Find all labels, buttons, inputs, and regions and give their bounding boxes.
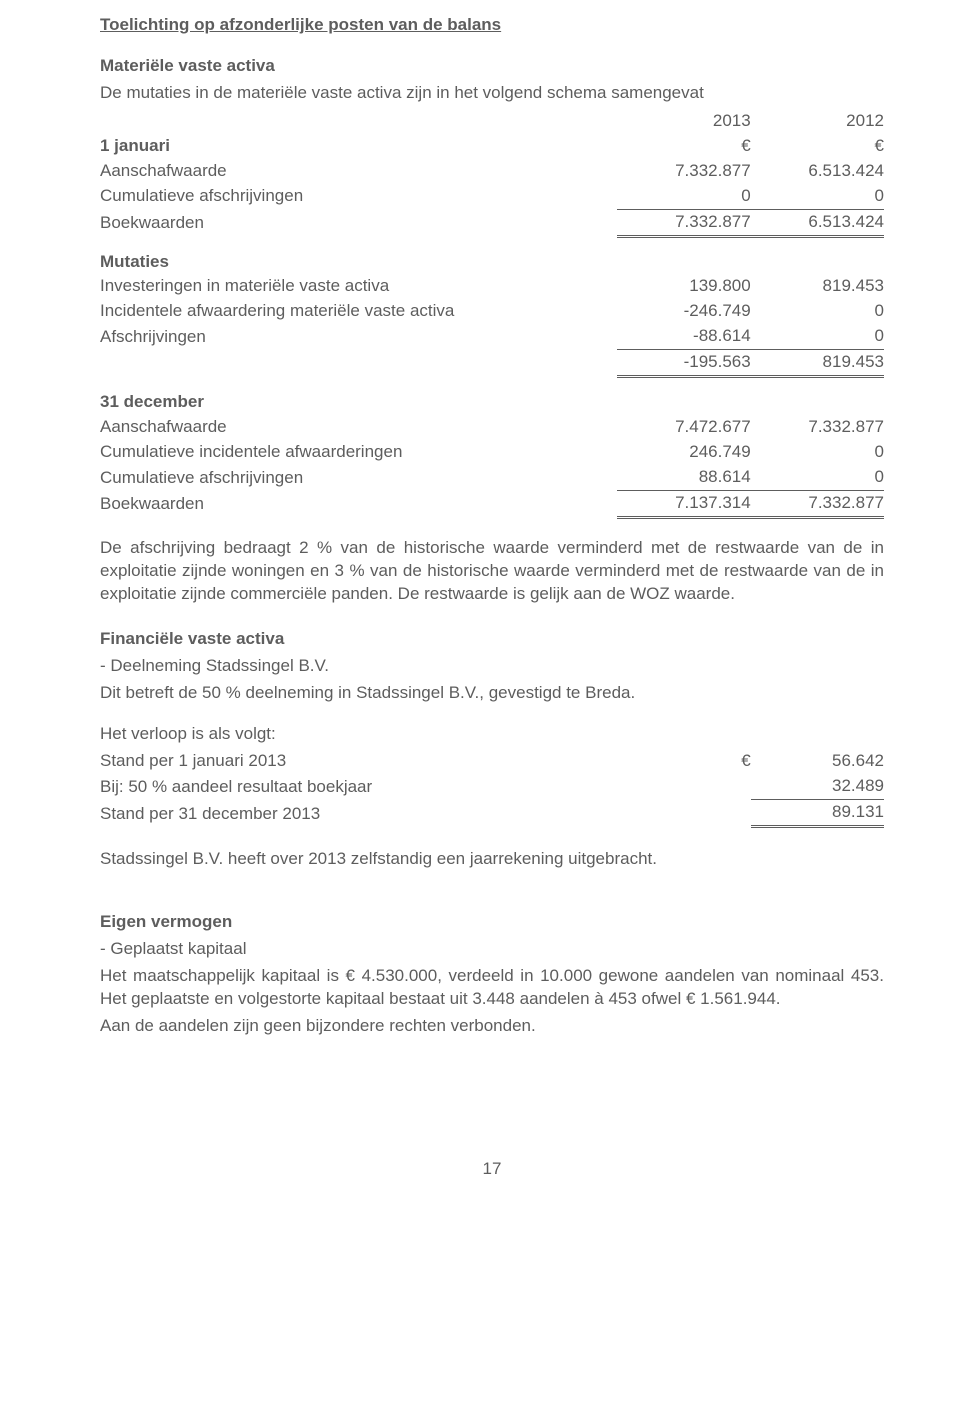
cell-value: 7.332.877 <box>617 159 750 184</box>
cell-value: 0 <box>751 324 884 349</box>
cell-value: -246.749 <box>617 299 750 324</box>
cell-label: Boekwaarden <box>100 490 617 517</box>
cell-value: 56.642 <box>751 749 884 774</box>
table-row: Cumulatieve afschrijvingen 0 0 <box>100 184 884 209</box>
currency-symbol: € <box>617 134 750 159</box>
mutaties-heading: Mutaties <box>100 250 617 275</box>
fva-line2: Dit betreft de 50 % deelneming in Stadss… <box>100 682 884 705</box>
cell-value: 0 <box>751 465 884 490</box>
dec31-heading: 31 december <box>100 390 617 415</box>
cell-value: 0 <box>751 440 884 465</box>
table-row: Aanschafwaarde 7.332.877 6.513.424 <box>100 159 884 184</box>
year-2: 2012 <box>751 109 884 134</box>
cell-label: Boekwaarden <box>100 209 617 236</box>
cell-value: 88.614 <box>617 465 750 490</box>
mva-table: 2013 2012 1 januari € € Aanschafwaarde 7… <box>100 109 884 519</box>
table-row: 31 december <box>100 390 884 415</box>
ev-p1: Het maatschappelijk kapitaal is € 4.530.… <box>100 965 884 1011</box>
cell-label: Aanschafwaarde <box>100 159 617 184</box>
year-1: 2013 <box>617 109 750 134</box>
cell-value: 819.453 <box>751 274 884 299</box>
ev-p2: Aan de aandelen zijn geen bijzondere rec… <box>100 1015 884 1038</box>
ev-heading: Eigen vermogen <box>100 911 884 934</box>
section-fva: Financiële vaste activa - Deelneming Sta… <box>100 628 884 872</box>
section-ev: Eigen vermogen - Geplaatst kapitaal Het … <box>100 911 884 1038</box>
afschrijving-paragraph: De afschrijving bedraagt 2 % van de hist… <box>100 537 884 606</box>
table-row: -195.563 819.453 <box>100 350 884 377</box>
cell-value: 139.800 <box>617 274 750 299</box>
table-row: Stand per 1 januari 2013 € 56.642 <box>100 749 884 774</box>
jan1-heading: 1 januari <box>100 134 617 159</box>
table-row: Boekwaarden 7.137.314 7.332.877 <box>100 490 884 517</box>
cell-value: 7.332.877 <box>617 209 750 236</box>
cell-value: 0 <box>751 299 884 324</box>
cell-value: 6.513.424 <box>751 209 884 236</box>
fva-line1: - Deelneming Stadssingel B.V. <box>100 655 884 678</box>
fva-note: Stadssingel B.V. heeft over 2013 zelfsta… <box>100 848 884 871</box>
cell-label: Bij: 50 % aandeel resultaat boekjaar <box>100 774 712 799</box>
ev-sub: - Geplaatst kapitaal <box>100 938 884 961</box>
cell-value: 0 <box>617 184 750 209</box>
table-row: Boekwaarden 7.332.877 6.513.424 <box>100 209 884 236</box>
verloop-heading: Het verloop is als volgt: <box>100 723 884 746</box>
cell-value: -88.614 <box>617 324 750 349</box>
table-row: Stand per 31 december 2013 89.131 <box>100 800 884 827</box>
cell-label: Cumulatieve afschrijvingen <box>100 184 617 209</box>
cell-value: 7.472.677 <box>617 415 750 440</box>
currency-symbol: € <box>751 134 884 159</box>
table-row: Afschrijvingen -88.614 0 <box>100 324 884 349</box>
fva-heading: Financiële vaste activa <box>100 628 884 651</box>
cell-label: Cumulatieve afschrijvingen <box>100 465 617 490</box>
cell-value: 7.137.314 <box>617 490 750 517</box>
table-row: 2013 2012 <box>100 109 884 134</box>
fva-table: Stand per 1 januari 2013 € 56.642 Bij: 5… <box>100 749 884 828</box>
cell-value: 89.131 <box>751 800 884 827</box>
cell-label: Investeringen in materiële vaste activa <box>100 274 617 299</box>
cell-label: Cumulatieve incidentele afwaarderingen <box>100 440 617 465</box>
cell-label: Stand per 1 januari 2013 <box>100 749 712 774</box>
mva-heading: Materiële vaste activa <box>100 55 884 78</box>
table-row: Aanschafwaarde 7.472.677 7.332.877 <box>100 415 884 440</box>
page-number: 17 <box>100 1158 884 1181</box>
cell-label: Afschrijvingen <box>100 324 617 349</box>
table-row: Mutaties <box>100 250 884 275</box>
cell-label: Stand per 31 december 2013 <box>100 800 712 827</box>
cell-value: 0 <box>751 184 884 209</box>
cell-value: 246.749 <box>617 440 750 465</box>
cell-value: -195.563 <box>617 350 750 377</box>
section-mva: Materiële vaste activa De mutaties in de… <box>100 55 884 519</box>
cell-label: Incidentele afwaardering materiële vaste… <box>100 299 617 324</box>
cell-value: 7.332.877 <box>751 415 884 440</box>
table-row: Investeringen in materiële vaste activa … <box>100 274 884 299</box>
table-row: Cumulatieve incidentele afwaarderingen 2… <box>100 440 884 465</box>
currency-symbol: € <box>712 749 751 774</box>
mva-intro: De mutaties in de materiële vaste activa… <box>100 82 884 105</box>
table-row: Cumulatieve afschrijvingen 88.614 0 <box>100 465 884 490</box>
table-row: 1 januari € € <box>100 134 884 159</box>
cell-value: 32.489 <box>751 774 884 799</box>
page-title: Toelichting op afzonderlijke posten van … <box>100 14 884 37</box>
cell-value: 7.332.877 <box>751 490 884 517</box>
cell-label: Aanschafwaarde <box>100 415 617 440</box>
table-row: Bij: 50 % aandeel resultaat boekjaar 32.… <box>100 774 884 799</box>
cell-value: 819.453 <box>751 350 884 377</box>
table-row: Incidentele afwaardering materiële vaste… <box>100 299 884 324</box>
cell-value: 6.513.424 <box>751 159 884 184</box>
